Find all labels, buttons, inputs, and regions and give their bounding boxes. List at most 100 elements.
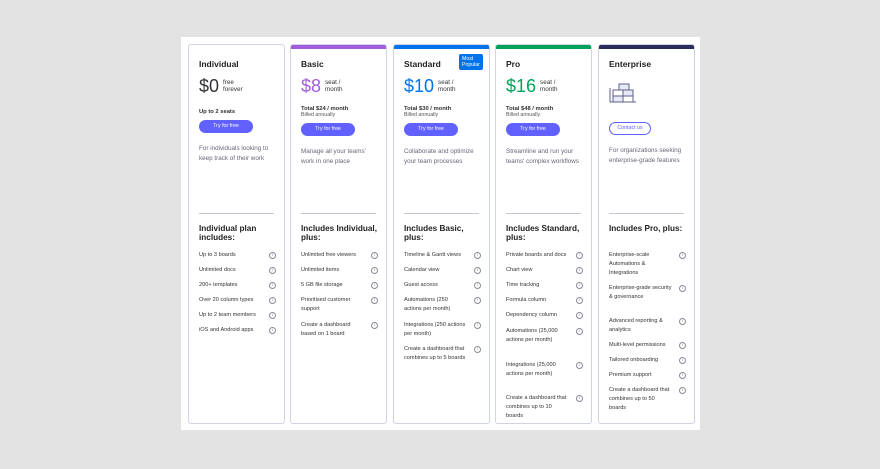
most-popular-badge: Most Popular — [459, 54, 483, 70]
feature-item: Advanced reporting & analytics i — [609, 317, 686, 335]
contact-us-button[interactable]: Contact us — [609, 122, 651, 135]
info-icon[interactable]: i — [576, 328, 583, 335]
feature-item: Create a dashboard that combines up to 1… — [506, 394, 583, 421]
info-icon[interactable]: i — [679, 357, 686, 364]
info-icon[interactable]: i — [576, 282, 583, 289]
info-icon[interactable]: i — [474, 297, 481, 304]
feature-item: Unlimited docs i — [199, 266, 276, 275]
feature-item: Integrations (25,000 actions per month) i — [506, 361, 583, 379]
price-unit: seat / month — [325, 79, 343, 93]
plan-color-bar — [291, 45, 386, 49]
info-icon[interactable]: i — [679, 387, 686, 394]
feature-item: Time tracking i — [506, 281, 583, 290]
info-icon[interactable]: i — [576, 395, 583, 402]
info-icon[interactable]: i — [679, 318, 686, 325]
plan-color-bar — [394, 45, 489, 49]
info-icon[interactable]: i — [269, 282, 276, 289]
info-icon[interactable]: i — [576, 312, 583, 319]
plan-price: $10 — [404, 76, 435, 96]
feature-item: Calendar view i — [404, 266, 481, 275]
feature-item: 5 GB file storage i — [301, 281, 378, 290]
feature-item: Over 20 column types i — [199, 296, 276, 305]
feature-item: Prioritised customer support i — [301, 296, 378, 314]
info-icon[interactable]: i — [679, 252, 686, 259]
price-row: $10 seat / month — [404, 75, 481, 97]
plan-color-bar — [599, 45, 694, 49]
feature-item: Up to 2 team members i — [199, 311, 276, 320]
info-icon[interactable]: i — [474, 282, 481, 289]
info-icon[interactable]: i — [269, 267, 276, 274]
billing-period: Billed annually — [506, 112, 541, 118]
feature-item: 200+ templates i — [199, 281, 276, 290]
feature-item: Multi-level permissions i — [609, 341, 686, 350]
billing-period: Billed annually — [404, 112, 439, 118]
plan-price: $0 — [199, 76, 220, 96]
info-icon[interactable]: i — [576, 252, 583, 259]
feature-item: Premium support i — [609, 371, 686, 380]
divider — [301, 213, 376, 214]
total-price: Total $24 / month — [301, 106, 349, 112]
plan-card-enterprise: Enterprise Contact us For organizations … — [598, 44, 695, 424]
feature-item: Chart view i — [506, 266, 583, 275]
info-icon[interactable]: i — [576, 267, 583, 274]
info-icon[interactable]: i — [576, 362, 583, 369]
info-icon[interactable]: i — [269, 312, 276, 319]
info-icon[interactable]: i — [371, 267, 378, 274]
feature-item: Tailored onboarding i — [609, 356, 686, 365]
info-icon[interactable]: i — [474, 252, 481, 259]
info-icon[interactable]: i — [371, 252, 378, 259]
plan-card-individual: Individual $0 free forever Up to 2 seats… — [188, 44, 285, 424]
info-icon[interactable]: i — [474, 267, 481, 274]
info-icon[interactable]: i — [679, 285, 686, 292]
info-icon[interactable]: i — [371, 282, 378, 289]
info-icon[interactable]: i — [576, 297, 583, 304]
total-price: Total $30 / month — [404, 106, 452, 112]
plan-description: Streamline and run your teams' complex w… — [506, 148, 579, 165]
includes-heading: Includes Standard, plus: — [506, 224, 580, 242]
feature-item: Timeline & Gantt views i — [404, 251, 481, 260]
feature-item: Dependency column i — [506, 311, 583, 320]
divider — [506, 213, 581, 214]
info-icon[interactable]: i — [371, 322, 378, 329]
plan-price: $8 — [301, 76, 322, 96]
info-icon[interactable]: i — [679, 342, 686, 349]
feature-item: Enterprise-scale Automations & Integrati… — [609, 251, 686, 278]
info-icon[interactable]: i — [474, 346, 481, 353]
plan-color-bar — [496, 45, 591, 49]
plan-price: $16 — [506, 76, 537, 96]
info-icon[interactable]: i — [269, 297, 276, 304]
plan-name: Standard — [404, 59, 441, 69]
billing-period: Billed annually — [301, 112, 336, 118]
plan-card-standard: Standard Most Popular $10 seat / month T… — [393, 44, 490, 424]
info-icon[interactable]: i — [269, 327, 276, 334]
plan-description: Collaborate and optimize your team proce… — [404, 148, 474, 165]
info-icon[interactable]: i — [269, 252, 276, 259]
feature-item: Create a dashboard based on 1 board i — [301, 321, 378, 339]
feature-item: Up to 3 boards i — [199, 251, 276, 260]
enterprise-blocks-icon — [609, 83, 636, 103]
price-unit: seat / month — [540, 79, 558, 93]
try-free-button[interactable]: Try for free — [301, 123, 355, 136]
includes-heading: Individual plan includes: — [199, 224, 257, 242]
feature-item: Create a dashboard that combines up to 5… — [404, 345, 481, 363]
feature-item: Unlimited free viewers i — [301, 251, 378, 260]
feature-item: Create a dashboard that combines up to 5… — [609, 386, 686, 413]
pricing-section: Individual $0 free forever Up to 2 seats… — [181, 37, 700, 430]
info-icon[interactable]: i — [679, 372, 686, 379]
plan-description: Manage all your teams' work in one place — [301, 148, 366, 165]
includes-heading: Includes Individual, plus: — [301, 224, 377, 242]
feature-item: Enterprise-grade security & governance i — [609, 284, 686, 302]
seats-label: Up to 2 seats — [199, 109, 236, 115]
feature-item: Automations (250 actions per month) i — [404, 296, 481, 314]
info-icon[interactable]: i — [474, 322, 481, 329]
try-free-button[interactable]: Try for free — [404, 123, 458, 136]
info-icon[interactable]: i — [371, 297, 378, 304]
try-free-button[interactable]: Try for free — [506, 123, 560, 136]
divider — [199, 213, 274, 214]
includes-heading: Includes Pro, plus: — [609, 224, 683, 233]
plan-name: Basic — [301, 59, 324, 69]
plan-card-pro: Pro $16 seat / month Total $48 / month B… — [495, 44, 592, 424]
try-free-button[interactable]: Try for free — [199, 120, 253, 133]
plan-name: Individual — [199, 59, 239, 69]
plan-description: For organizations seeking enterprise-gra… — [609, 147, 682, 164]
